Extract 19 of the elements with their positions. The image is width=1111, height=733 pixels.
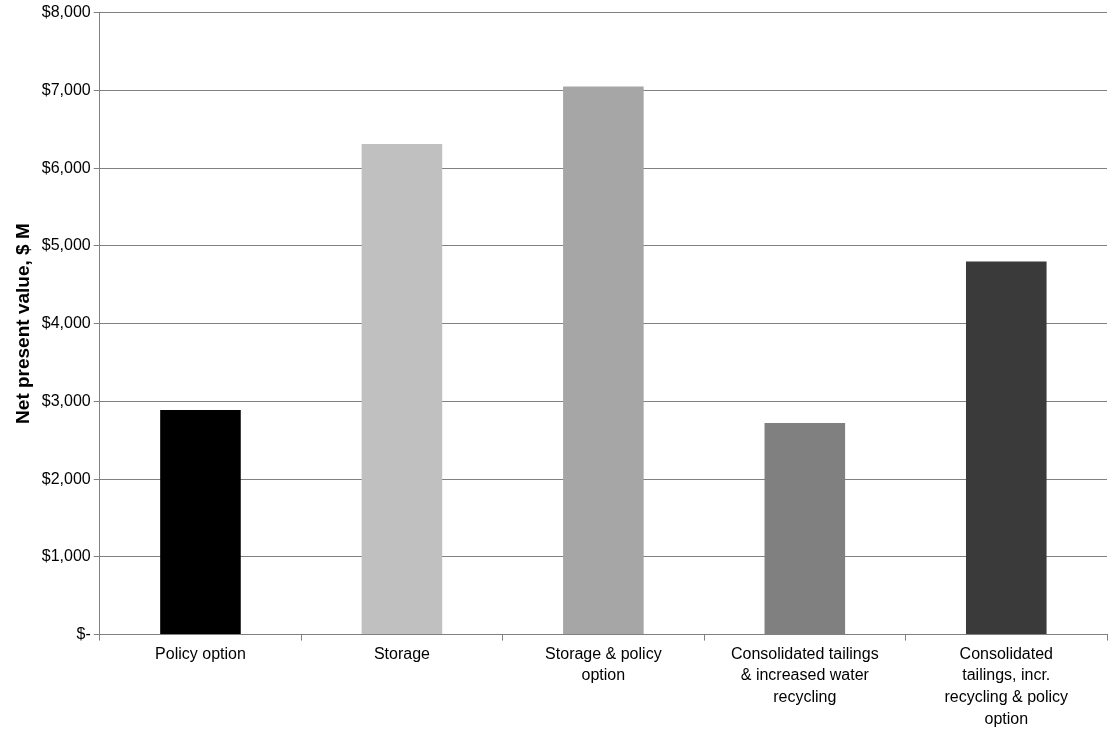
y-tick-label: $8,000 xyxy=(41,3,91,21)
x-tick-label: Storage & policy option xyxy=(545,644,662,684)
y-tick-label: $- xyxy=(76,625,91,643)
y-tick-label: $2,000 xyxy=(41,469,91,487)
x-tick-label: Consolidated tailings, incr. recycling & policy option xyxy=(944,644,1069,727)
x-tick-label: Storage xyxy=(373,644,431,662)
y-tick-label: $3,000 xyxy=(41,391,91,409)
bar xyxy=(563,86,644,635)
bar xyxy=(160,409,241,635)
y-tick-label: $1,000 xyxy=(41,547,91,565)
y-tick-label: $5,000 xyxy=(41,236,91,254)
x-tick-label: Policy option xyxy=(155,644,246,662)
x-tick-label: Consolidated tailings & increased water recycling xyxy=(730,644,879,706)
y-tick-label: $7,000 xyxy=(41,80,91,98)
bar xyxy=(965,261,1047,635)
y-tick-label: $4,000 xyxy=(41,314,91,332)
y-axis-title: Net present value, $ M xyxy=(11,223,33,424)
y-tick-label: $6,000 xyxy=(41,158,91,176)
bar xyxy=(361,144,443,635)
